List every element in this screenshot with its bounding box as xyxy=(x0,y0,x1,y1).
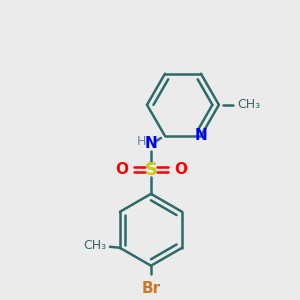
Text: O: O xyxy=(115,162,128,177)
Text: N: N xyxy=(194,128,207,143)
Text: H: H xyxy=(136,135,146,148)
Text: S: S xyxy=(145,161,158,179)
Text: Br: Br xyxy=(141,281,160,296)
Text: CH₃: CH₃ xyxy=(237,98,260,111)
Text: N: N xyxy=(145,136,158,152)
Text: O: O xyxy=(174,162,187,177)
Text: CH₃: CH₃ xyxy=(83,239,106,252)
